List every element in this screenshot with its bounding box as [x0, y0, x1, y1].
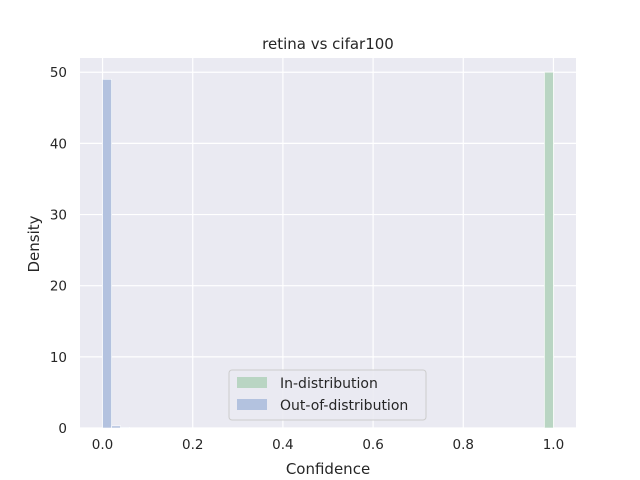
legend-label-in-distribution: In-distribution [280, 376, 378, 392]
x-tick-label: 0.8 [453, 437, 474, 453]
x-tick-labels: 0.0 0.2 0.4 0.6 0.8 1.0 [92, 437, 564, 453]
histogram-bar-out-of-distribution [111, 425, 121, 429]
bars [102, 71, 554, 429]
histogram-bar-in-distribution [544, 71, 554, 429]
histogram-bar-out-of-distribution [102, 79, 112, 429]
x-tick-label: 0.6 [362, 437, 383, 453]
legend-swatch-out-of-distribution [237, 399, 267, 410]
legend-label-out-of-distribution: Out-of-distribution [280, 398, 408, 414]
y-tick-label: 20 [50, 279, 67, 295]
legend-box [228, 369, 427, 421]
y-tick-label: 50 [50, 65, 67, 81]
x-tick-label: 1.0 [543, 437, 564, 453]
histogram-bar-out-of-distribution [120, 426, 130, 429]
legend: In-distribution Out-of-distribution [228, 369, 427, 421]
y-axis-label: Density [25, 215, 43, 272]
y-tick-labels: 0 10 20 30 40 50 [50, 65, 67, 437]
plot-area [80, 58, 576, 428]
y-tick-label: 0 [58, 421, 67, 437]
x-tick-label: 0.4 [272, 437, 293, 453]
y-tick-label: 40 [50, 136, 67, 152]
x-tick-label: 0.0 [92, 437, 113, 453]
x-tick-label: 0.2 [182, 437, 203, 453]
legend-swatch-in-distribution [237, 377, 267, 388]
chart-title: retina vs cifar100 [262, 35, 394, 53]
y-tick-label: 10 [50, 350, 67, 366]
x-axis-label: Confidence [286, 460, 370, 478]
y-tick-label: 30 [50, 208, 67, 224]
